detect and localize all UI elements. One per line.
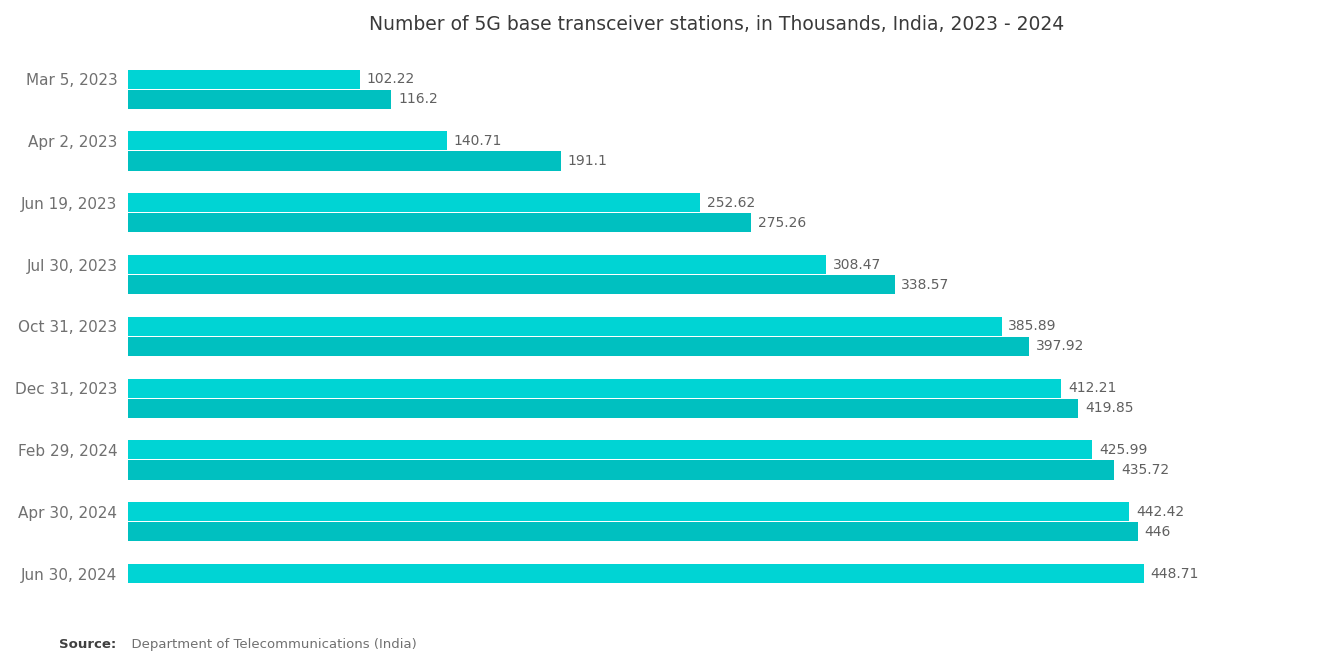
Bar xyxy=(128,275,895,294)
Bar xyxy=(128,132,447,150)
Bar xyxy=(128,378,1061,398)
Text: 338.57: 338.57 xyxy=(902,278,949,292)
Bar xyxy=(128,213,751,232)
Text: 116.2: 116.2 xyxy=(399,92,438,106)
Text: 448.71: 448.71 xyxy=(1151,567,1199,581)
Bar xyxy=(128,90,392,109)
Bar xyxy=(128,564,1143,583)
Bar xyxy=(128,194,700,212)
Text: 446: 446 xyxy=(1144,525,1171,539)
Text: 385.89: 385.89 xyxy=(1008,319,1057,333)
Text: Source:: Source: xyxy=(59,638,116,652)
Text: 252.62: 252.62 xyxy=(706,196,755,209)
Bar xyxy=(128,255,826,274)
Bar xyxy=(128,337,1028,356)
Title: Number of 5G base transceiver stations, in Thousands, India, 2023 - 2024: Number of 5G base transceiver stations, … xyxy=(370,15,1064,34)
Text: 308.47: 308.47 xyxy=(833,257,882,271)
Bar xyxy=(128,502,1130,521)
Text: Department of Telecommunications (India): Department of Telecommunications (India) xyxy=(123,638,417,652)
Text: 442.42: 442.42 xyxy=(1137,505,1184,519)
Text: 435.72: 435.72 xyxy=(1121,463,1170,477)
Bar xyxy=(128,317,1002,336)
Text: 419.85: 419.85 xyxy=(1085,401,1134,415)
Bar xyxy=(128,522,1138,541)
Bar xyxy=(128,152,561,171)
Text: 140.71: 140.71 xyxy=(454,134,502,148)
Text: 275.26: 275.26 xyxy=(758,216,807,230)
Bar xyxy=(128,399,1078,418)
Text: 102.22: 102.22 xyxy=(367,72,414,86)
Bar xyxy=(128,460,1114,479)
Bar xyxy=(128,440,1092,460)
Text: 425.99: 425.99 xyxy=(1100,443,1147,457)
Text: 397.92: 397.92 xyxy=(1036,339,1084,353)
Text: 412.21: 412.21 xyxy=(1068,381,1117,395)
Text: 191.1: 191.1 xyxy=(568,154,607,168)
Bar xyxy=(128,70,360,88)
